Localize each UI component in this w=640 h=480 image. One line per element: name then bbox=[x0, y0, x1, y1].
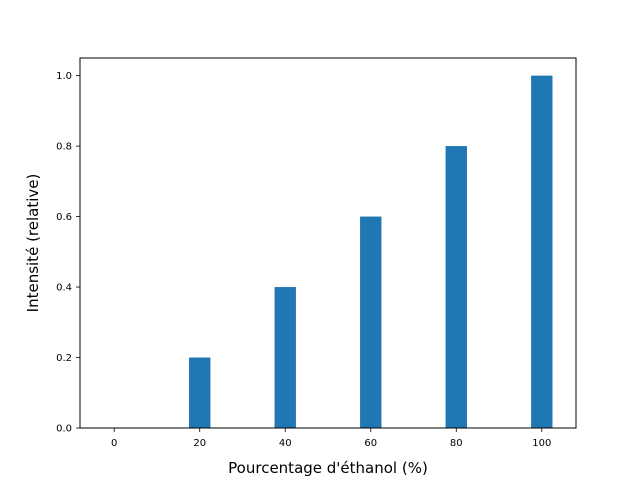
bar bbox=[531, 75, 553, 429]
axes-frame bbox=[79, 57, 577, 429]
x-tick-label: 100 bbox=[532, 438, 551, 449]
y-tick-label: 0.0 bbox=[56, 424, 72, 435]
y-tick-label: 0.6 bbox=[56, 212, 72, 223]
x-tick-label: 80 bbox=[450, 438, 463, 449]
y-axis-ticks: 0.0 0.2 0.4 0.6 0.8 1.0 bbox=[56, 71, 80, 435]
x-tick-label: 20 bbox=[193, 438, 206, 449]
x-tick-label: 40 bbox=[279, 438, 292, 449]
bar bbox=[274, 287, 296, 428]
bar bbox=[189, 357, 211, 428]
x-tick-label: 60 bbox=[364, 438, 377, 449]
x-axis-label: Pourcentage d'éthanol (%) bbox=[228, 459, 428, 477]
x-tick-label: 0 bbox=[111, 438, 117, 449]
y-tick-label: 0.4 bbox=[56, 283, 72, 294]
y-axis-label: Intensité (relative) bbox=[24, 174, 42, 313]
y-tick-label: 1.0 bbox=[56, 71, 72, 82]
y-tick-label: 0.8 bbox=[56, 142, 72, 153]
bars-group bbox=[189, 75, 553, 429]
bar bbox=[445, 146, 467, 428]
x-axis-ticks: 0 20 40 60 80 100 bbox=[111, 428, 551, 449]
y-tick-label: 0.2 bbox=[56, 353, 72, 364]
bar bbox=[360, 216, 382, 428]
